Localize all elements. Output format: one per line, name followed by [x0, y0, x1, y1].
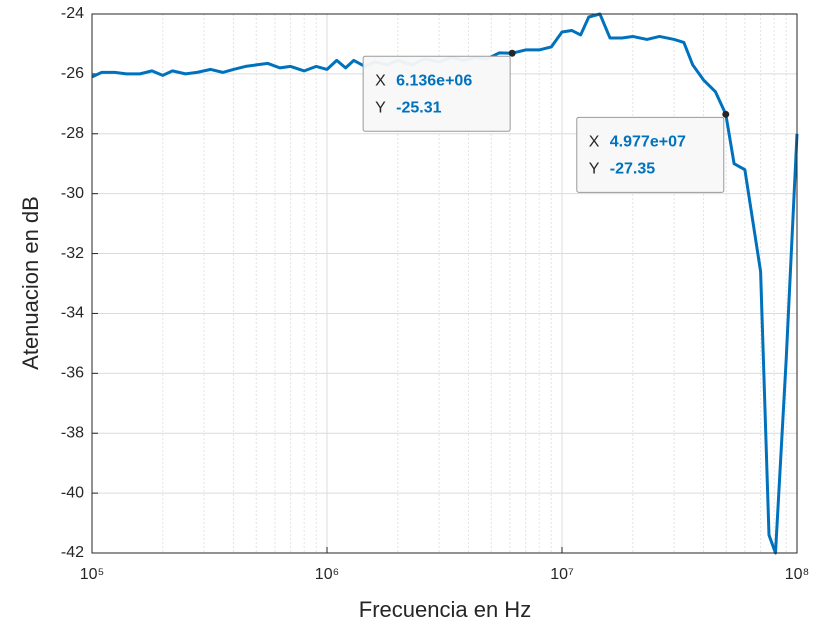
x-tick-label: 10⁶	[315, 566, 339, 583]
y-tick-label: -30	[61, 185, 84, 202]
datatip-box	[576, 116, 725, 193]
y-tick-label: -32	[61, 245, 84, 262]
datatip-marker	[722, 110, 730, 118]
y-tick-label: -38	[61, 424, 84, 441]
datatip-marker	[508, 49, 516, 57]
datatip-y-value: -27.35	[610, 161, 655, 178]
y-tick-label: -28	[61, 125, 84, 142]
datatips: X 6.136e+06 Y -25.31 X 4.977e+07 Y -27.35	[362, 49, 730, 193]
y-tick-label: -24	[61, 5, 84, 22]
y-tick-label: -34	[61, 305, 84, 322]
datatip-x-value: 6.136e+06	[396, 72, 472, 89]
y-tick-label: -42	[61, 544, 84, 561]
axes-box	[91, 13, 798, 554]
datatip-y-caption: Y	[589, 161, 600, 178]
datatip-x-caption: X	[589, 134, 600, 151]
y-tick-label: -36	[61, 365, 84, 382]
x-axis-label: Frecuencia en Hz	[359, 597, 531, 622]
x-tick-label: 10⁵	[80, 566, 104, 583]
datatip-y-caption: Y	[375, 99, 386, 116]
y-tick-label: -40	[61, 484, 84, 501]
tick-labels: -42 -40 -38 -36 -34 -32 -30 -28 -26 -24 10⁵ 10⁶ 10⁷ 1…	[61, 5, 809, 583]
y-axis-label: Atenuacion en dB	[18, 196, 43, 370]
datatip-y-value: -25.31	[396, 99, 441, 116]
datatip-x-value: 4.977e+07	[610, 134, 686, 151]
datatip-x-caption: X	[375, 72, 386, 89]
y-tick-label: -26	[61, 65, 84, 82]
x-tick-label: 10⁸	[785, 566, 810, 583]
x-tick-label: 10⁷	[550, 566, 574, 583]
datatip-box	[362, 55, 511, 132]
